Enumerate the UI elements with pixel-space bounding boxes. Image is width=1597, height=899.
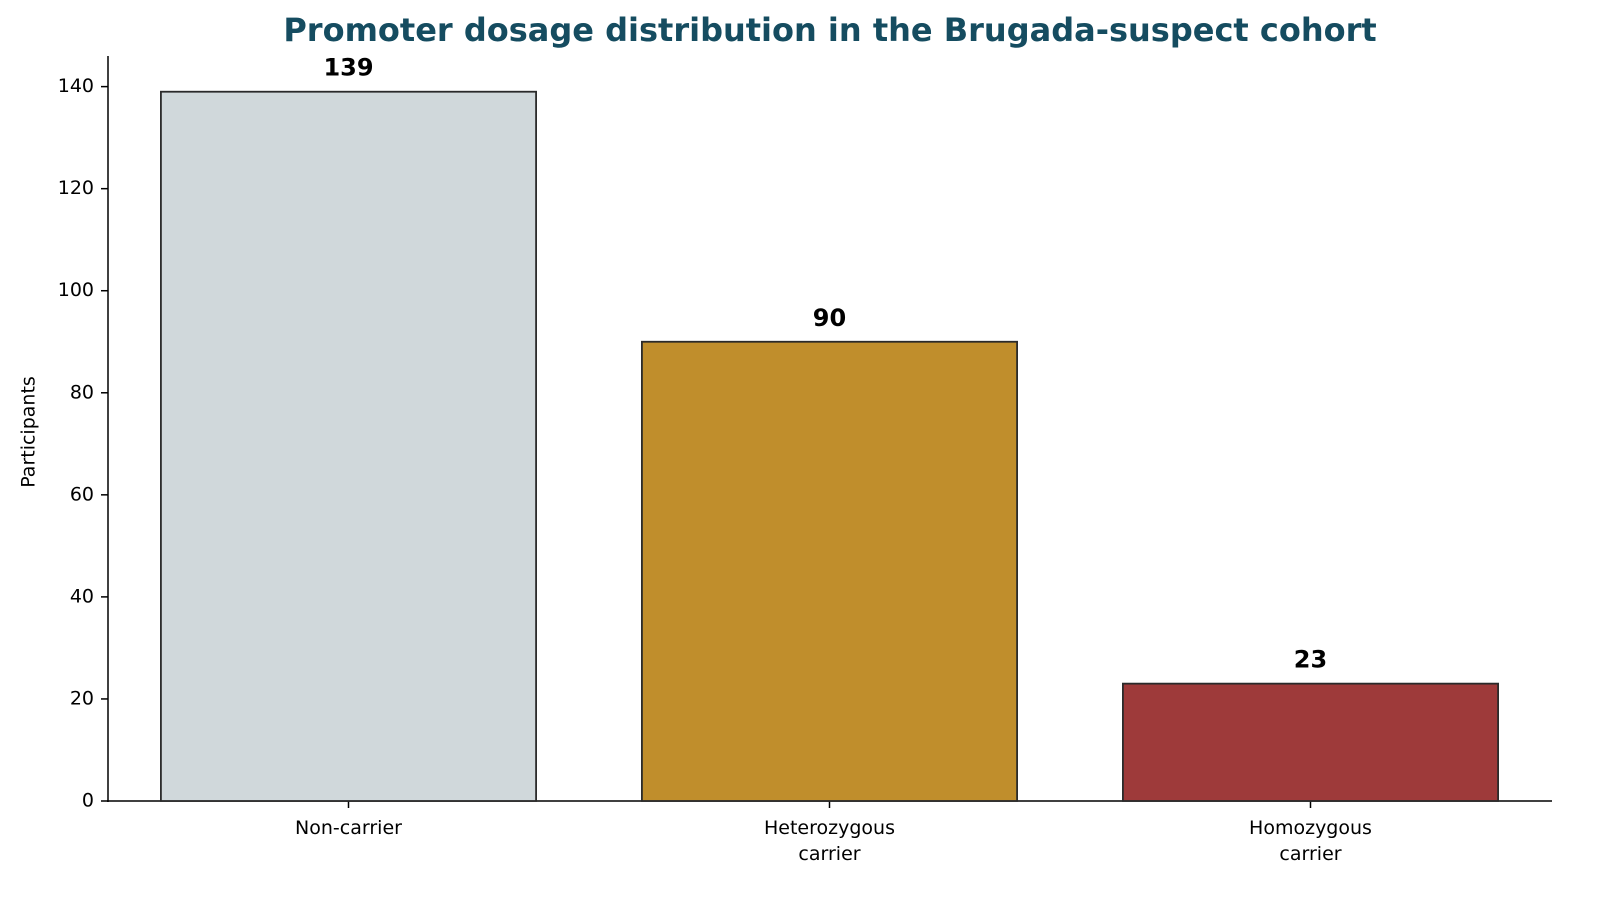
bar (1122, 682, 1499, 802)
y-tick-label: 80 (70, 381, 94, 403)
y-tick-label: 140 (58, 75, 94, 97)
y-tick-label: 100 (58, 279, 94, 301)
y-tick-label: 120 (58, 177, 94, 199)
chart-title: Promoter dosage distribution in the Brug… (283, 11, 1376, 49)
x-tick-label: Heterozygous carrier (764, 817, 895, 865)
y-tick-label: 40 (70, 585, 94, 607)
bar (641, 340, 1018, 802)
value-label: 23 (1294, 646, 1327, 674)
y-axis-label: Participants (18, 376, 40, 488)
x-tick-label: Homozygous carrier (1249, 817, 1372, 865)
value-label: 139 (323, 54, 373, 82)
y-tick-label: 60 (70, 483, 94, 505)
y-tick-label: 20 (70, 687, 94, 709)
bar (160, 90, 537, 802)
value-label: 90 (813, 304, 846, 332)
y-tick-label: 0 (82, 790, 94, 812)
x-tick-label: Non-carrier (295, 817, 402, 839)
